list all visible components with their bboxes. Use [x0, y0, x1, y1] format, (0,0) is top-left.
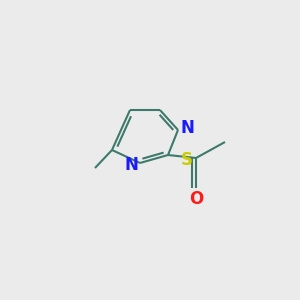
Text: N: N: [181, 119, 195, 137]
Text: O: O: [189, 190, 203, 208]
Text: N: N: [124, 156, 138, 174]
Text: S: S: [181, 151, 193, 169]
